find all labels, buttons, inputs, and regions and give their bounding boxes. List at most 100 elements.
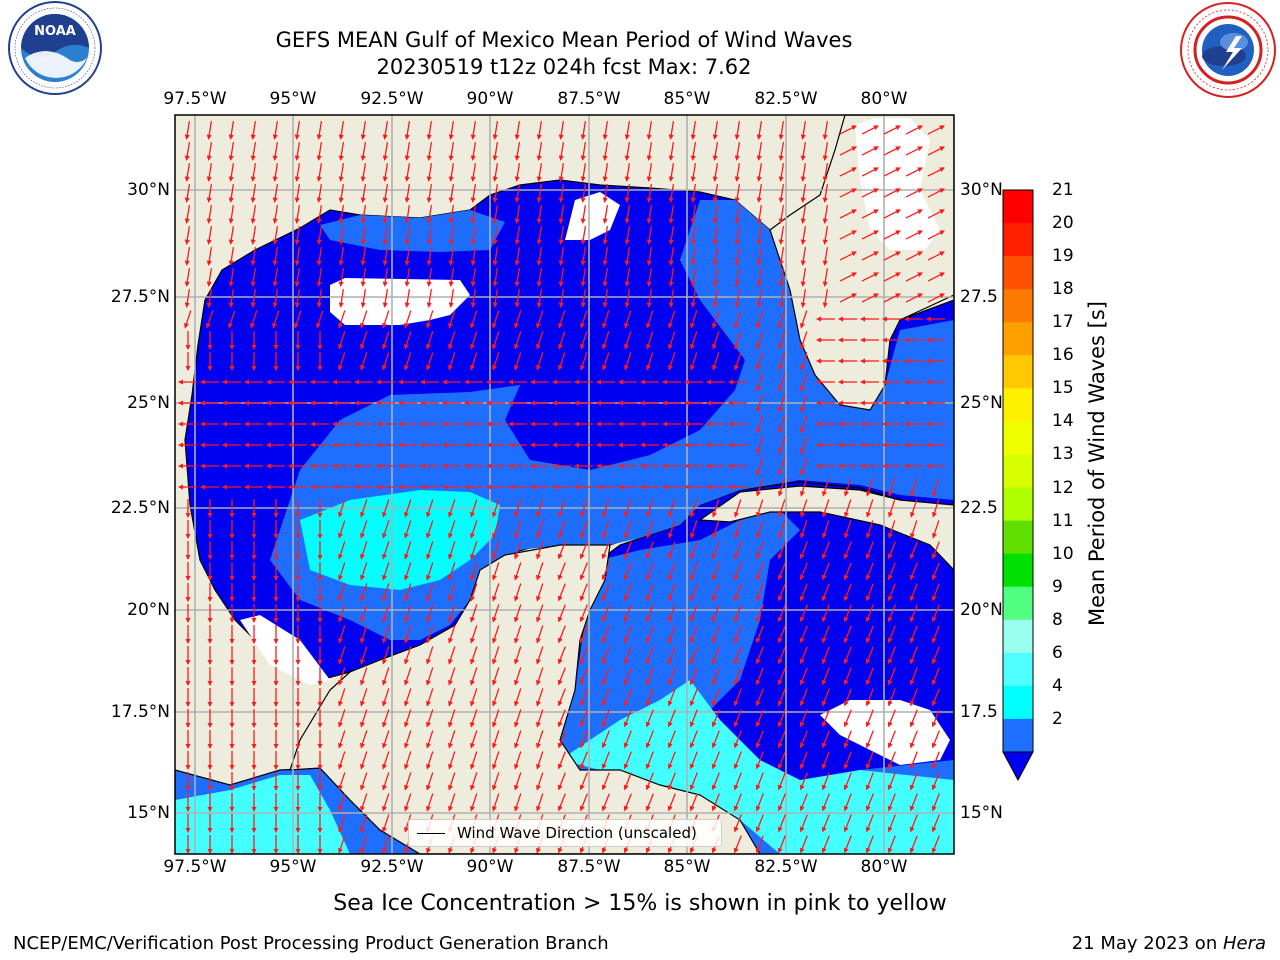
wave-direction-arrow xyxy=(294,183,301,203)
wave-direction-arrow xyxy=(623,562,632,581)
wave-direction-arrow xyxy=(927,167,945,177)
wave-direction-arrow xyxy=(865,688,874,707)
wave-direction-arrow xyxy=(799,541,808,560)
wave-direction-arrow xyxy=(624,246,631,266)
nws-logo xyxy=(1180,2,1276,98)
wave-direction-arrow xyxy=(580,520,588,539)
wave-direction-arrow xyxy=(755,751,764,770)
wave-direction-arrow xyxy=(580,120,587,140)
lon-tick-top: 95°W xyxy=(269,89,317,109)
wave-direction-arrow xyxy=(404,162,411,182)
colorbar-extend-arrow xyxy=(1002,751,1034,782)
wave-direction-arrow xyxy=(690,267,697,287)
wave-direction-arrow xyxy=(909,583,918,602)
wave-direction-arrow xyxy=(448,520,456,539)
wave-direction-arrow xyxy=(404,793,412,812)
wave-direction-arrow xyxy=(294,225,301,245)
wave-direction-arrow xyxy=(883,209,901,219)
wave-direction-arrow xyxy=(755,814,764,833)
footer-credit: NCEP/EMC/Verification Post Processing Pr… xyxy=(13,933,609,954)
wave-direction-arrow xyxy=(426,141,433,161)
wave-direction-arrow xyxy=(777,688,786,707)
wave-direction-arrow xyxy=(492,331,500,350)
wave-direction-arrow xyxy=(360,814,368,833)
lat-tick-left: 17.5°N xyxy=(110,702,170,722)
lat-tick-left: 20°N xyxy=(127,600,170,620)
wave-direction-arrow xyxy=(448,310,456,329)
wave-direction-arrow xyxy=(690,183,697,203)
wave-direction-arrow xyxy=(382,835,390,854)
wave-direction-arrow xyxy=(338,562,346,581)
wave-direction-arrow xyxy=(382,793,390,812)
wave-direction-arrow xyxy=(294,288,301,308)
wave-direction-arrow xyxy=(514,751,522,770)
wave-direction-arrow xyxy=(426,246,433,266)
wave-direction-arrow xyxy=(514,162,521,182)
wave-direction-arrow xyxy=(887,835,896,854)
wave-direction-arrow xyxy=(492,204,499,224)
wave-direction-arrow xyxy=(843,709,852,728)
lon-tick-top: 80°W xyxy=(860,89,908,109)
wave-direction-arrow xyxy=(338,204,345,224)
wave-direction-arrow xyxy=(843,583,852,602)
colorbar-band xyxy=(1003,520,1033,555)
wave-direction-arrow xyxy=(360,120,367,140)
wave-direction-arrow xyxy=(470,352,478,371)
wave-direction-arrow xyxy=(887,751,896,770)
wave-direction-arrow xyxy=(711,604,720,623)
wave-direction-arrow xyxy=(822,120,829,140)
wave-direction-arrow xyxy=(579,772,588,791)
wave-direction-arrow xyxy=(756,457,764,476)
wave-direction-arrow xyxy=(843,562,852,581)
wave-direction-arrow xyxy=(623,583,632,602)
wave-direction-arrow xyxy=(601,688,610,707)
wave-direction-arrow xyxy=(514,288,521,308)
wave-direction-arrow xyxy=(470,246,477,266)
wave-direction-arrow xyxy=(778,310,786,329)
wave-direction-arrow xyxy=(228,204,235,224)
wave-direction-arrow xyxy=(601,709,610,728)
wave-direction-arrow xyxy=(250,246,257,266)
wave-direction-arrow xyxy=(800,394,808,413)
wave-direction-arrow xyxy=(558,183,565,203)
wave-direction-arrow xyxy=(492,183,499,203)
wave-direction-arrow xyxy=(514,772,522,791)
wave-direction-arrow xyxy=(734,204,741,224)
wave-direction-arrow xyxy=(734,162,741,182)
wave-direction-arrow xyxy=(910,478,918,497)
wave-direction-arrow xyxy=(448,499,456,518)
colorbar-band xyxy=(1003,322,1033,356)
wave-direction-arrow xyxy=(822,520,830,539)
wave-direction-arrow xyxy=(887,688,896,707)
wave-direction-arrow xyxy=(927,146,945,156)
lat-tick-right: 30°N xyxy=(960,180,1003,200)
wave-direction-arrow xyxy=(711,751,720,770)
wave-direction-arrow xyxy=(382,730,390,749)
wave-direction-arrow xyxy=(470,646,478,665)
wave-direction-arrow xyxy=(668,520,676,539)
wave-direction-arrow xyxy=(448,688,456,707)
wave-direction-arrow xyxy=(206,267,213,287)
wave-direction-arrow xyxy=(338,541,346,560)
wave-direction-arrow xyxy=(448,646,456,665)
wave-direction-arrow xyxy=(883,146,901,156)
wave-direction-arrow xyxy=(690,120,697,140)
yucatan xyxy=(289,544,761,854)
wave-direction-arrow xyxy=(843,730,852,749)
wave-direction-arrow xyxy=(426,310,434,329)
wave-direction-arrow xyxy=(448,288,455,308)
wave-direction-arrow xyxy=(536,583,544,602)
wave-direction-arrow xyxy=(228,141,235,161)
wave-direction-arrow xyxy=(799,562,808,581)
wave-direction-arrow xyxy=(755,835,764,854)
wave-direction-arrow xyxy=(909,814,918,833)
wave-direction-arrow xyxy=(602,204,609,224)
wave-direction-arrow xyxy=(536,667,544,686)
wave-direction-arrow xyxy=(624,225,631,245)
wave-direction-arrow xyxy=(711,541,720,560)
wave-direction-arrow xyxy=(756,183,763,203)
wave-direction-arrow xyxy=(887,793,896,812)
wave-direction-arrow xyxy=(690,246,697,266)
wave-direction-arrow xyxy=(668,120,675,140)
wave-direction-arrow xyxy=(905,272,923,282)
